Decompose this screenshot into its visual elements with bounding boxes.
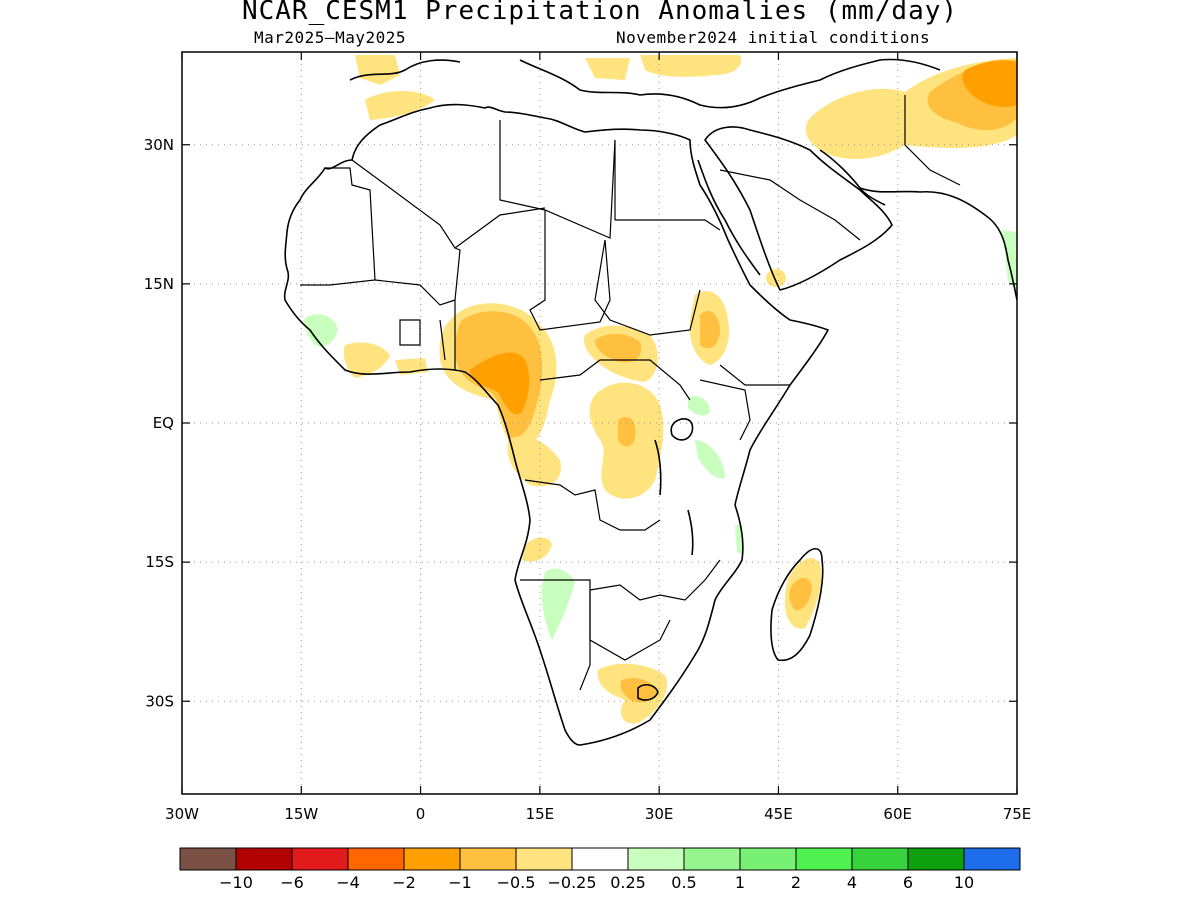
map-plot-area [182, 52, 1017, 794]
colorbar-swatch [739, 847, 797, 871]
colorbar-label: −1 [448, 873, 472, 892]
anomaly-pakistan-core [962, 60, 1017, 107]
anomaly-yemen [766, 269, 786, 287]
latitude-axis: 30N 15N EQ 15S 30S [144, 136, 1017, 710]
anomaly-shading [304, 55, 1017, 724]
border-iran [904, 95, 961, 186]
lat-tick-label: 30N [144, 136, 174, 154]
border-mauritania-mali [300, 167, 376, 286]
colorbar-swatch [179, 847, 237, 871]
lon-tick-label: 15W [284, 805, 318, 823]
colorbar-label: −10 [219, 873, 253, 892]
anomaly-mozambique-coast [735, 525, 742, 555]
colorbar-swatch [683, 847, 741, 871]
anomaly-gabon [507, 436, 561, 487]
colorbar-label: −0.5 [497, 873, 536, 892]
colorbar: −10 −6 −4 −2 −1 −0.5 −0.25 0.25 0.5 1 2 4 6 10 [179, 847, 1021, 892]
lake-victoria [670, 418, 694, 441]
colorbar-swatch [403, 847, 461, 871]
border-niger-chad [529, 210, 611, 331]
anomaly-med-2 [365, 91, 435, 120]
red-sea-coast [697, 159, 761, 276]
persian-gulf-coast [819, 149, 886, 206]
anomaly-lake-victoria [688, 395, 710, 416]
lat-tick-label: 30S [145, 692, 174, 710]
lon-tick-label: 15E [526, 805, 555, 823]
country-borders [300, 95, 961, 691]
colorbar-label: −6 [280, 873, 304, 892]
colorbar-swatch [851, 847, 909, 871]
colorbar-label: 4 [847, 873, 857, 892]
initial-conditions: November2024 initial conditions [616, 28, 931, 47]
lon-tick-label: 60E [883, 805, 912, 823]
lon-tick-label: 45E [764, 805, 793, 823]
colorbar-label: 1 [735, 873, 745, 892]
colorbar-label: 0.5 [671, 873, 696, 892]
border-arabia [719, 169, 861, 241]
colorbar-label: −4 [336, 873, 360, 892]
forecast-period: Mar2025–May2025 [254, 28, 406, 47]
gridlines [182, 52, 1017, 794]
lon-tick-label: 75E [1003, 805, 1032, 823]
colorbar-swatch [515, 847, 573, 871]
lon-tick-label: 30E [645, 805, 674, 823]
arabia-coastline [704, 126, 893, 291]
border-botswana [589, 590, 671, 661]
colorbar-label: 0.25 [610, 873, 646, 892]
anomaly-angola [522, 537, 552, 562]
colorbar-swatch [291, 847, 349, 871]
colorbar-swatch [235, 847, 293, 871]
colorbar-swatch [571, 847, 629, 871]
anomaly-congo-core [618, 416, 636, 447]
anomaly-med-1 [355, 55, 400, 85]
border-algeria-libya [499, 120, 616, 239]
colorbar-label: −2 [392, 873, 416, 892]
anomaly-india-coast [1002, 230, 1017, 292]
colorbar-swatch [963, 847, 1021, 871]
lon-tick-label: 0 [416, 805, 426, 823]
anomaly-namibia [541, 568, 575, 640]
coastlines [283, 58, 1017, 746]
anomaly-sierra-leone [304, 314, 338, 347]
anomaly-med-4 [585, 58, 630, 80]
border-car-drc [539, 359, 691, 401]
lat-tick-label: 15N [144, 275, 174, 293]
lake-malawi [687, 509, 694, 556]
lat-tick-label: 15S [145, 553, 174, 571]
lon-tick-label: 30W [165, 805, 199, 823]
asia-coastline [859, 187, 1017, 301]
lat-tick-label: EQ [153, 414, 174, 432]
colorbar-swatch [627, 847, 685, 871]
anomaly-med-3 [640, 55, 742, 77]
map-title: NCAR_CESM1 Precipitation Anomalies (mm/d… [241, 0, 959, 26]
colorbar-swatch [347, 847, 405, 871]
border-sudan [594, 219, 721, 336]
border-east-africa [699, 364, 790, 441]
longitude-axis: 30W 15W 0 15E 30E 45E 60E 75E [165, 52, 1031, 823]
colorbar-swatch [459, 847, 517, 871]
anomaly-ethiopia-core [700, 311, 720, 349]
border-drc-angola [524, 479, 661, 531]
colorbar-label: 2 [791, 873, 801, 892]
lesotho [637, 683, 659, 701]
colorbar-label: 6 [903, 873, 913, 892]
anomaly-car-core [595, 333, 642, 363]
anomaly-cameroon-peak [470, 352, 530, 415]
lake-tanganyika [654, 439, 662, 496]
colorbar-swatch [907, 847, 965, 871]
anomaly-kenya [695, 440, 725, 479]
border-west-africa [399, 300, 456, 370]
africa-coastline [283, 103, 829, 746]
colorbar-label: −0.25 [547, 873, 596, 892]
madagascar-coastline [770, 547, 824, 662]
europe-coastline [349, 58, 941, 109]
colorbar-label: 10 [954, 873, 974, 892]
border-sahel [374, 247, 461, 306]
colorbar-swatch [795, 847, 853, 871]
anomaly-ghana [343, 342, 390, 378]
anomaly-madagascar-core [789, 577, 812, 611]
